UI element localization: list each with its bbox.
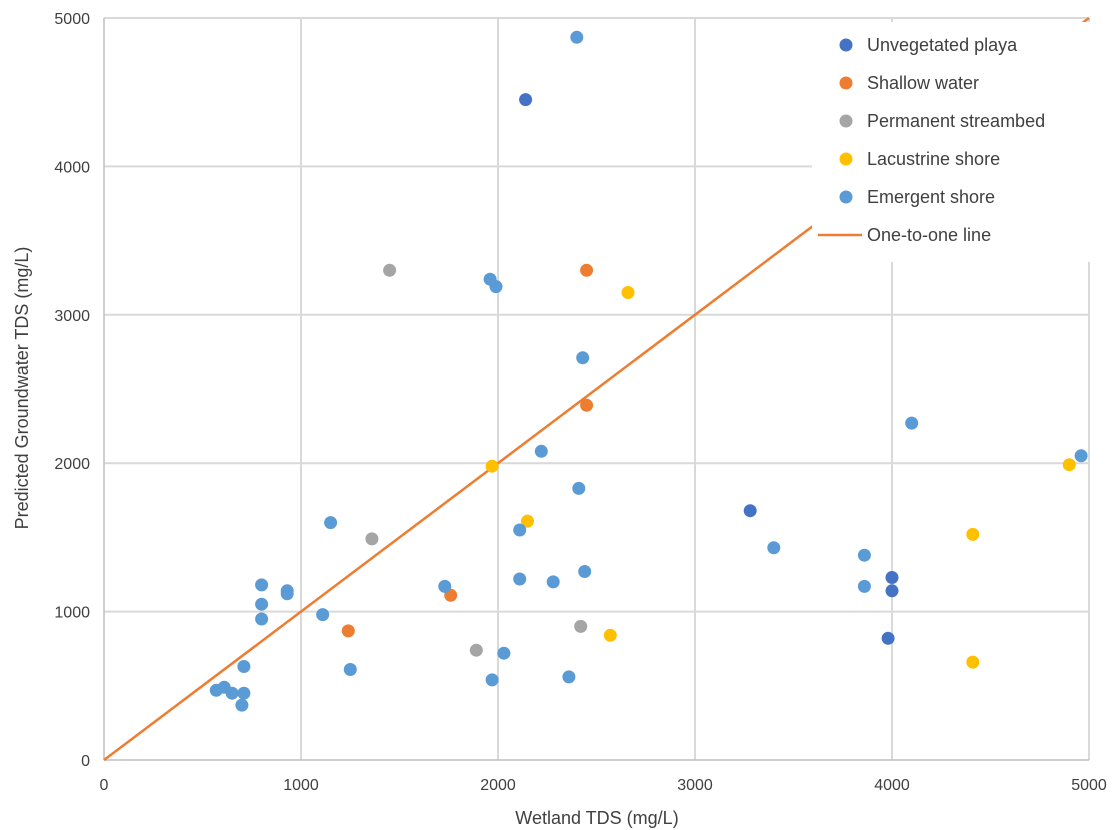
point-shallow-water <box>341 624 355 638</box>
point-lacustrine-shore <box>521 514 534 528</box>
point-lacustrine-shore <box>1062 458 1076 472</box>
legend-label: Emergent shore <box>867 187 995 207</box>
point-emergent-shore <box>255 597 269 611</box>
legend-marker <box>839 76 853 90</box>
point-emergent-shore <box>324 516 338 530</box>
y-axis-title: Predicted Groundwater TDS (mg/L) <box>12 247 32 530</box>
legend-label: Shallow water <box>867 73 979 93</box>
point-permanent-streambed <box>383 263 397 277</box>
tick-labels: 0 1000 2000 3000 4000 5000 0 1000 2000 3000 4000 50… <box>54 11 1106 794</box>
legend-background <box>812 22 1092 262</box>
point-shallow-water <box>580 263 594 277</box>
point-emergent-shore <box>534 444 548 458</box>
legend-label: One-to-one line <box>867 225 991 245</box>
point-emergent-shore <box>513 572 527 586</box>
point-permanent-streambed <box>574 619 588 633</box>
point-unvegetated-playa <box>885 571 899 584</box>
legend-item-lacustrine-shore: Lacustrine shore <box>839 149 1000 169</box>
point-lacustrine-shore <box>603 628 617 642</box>
point-emergent-shore <box>225 686 239 700</box>
x-axis-title: Wetland TDS (mg/L) <box>515 808 678 828</box>
point-emergent-shore <box>438 579 452 593</box>
point-emergent-shore <box>237 686 251 700</box>
point-unvegetated-playa <box>885 584 899 598</box>
x-tick-label: 5000 <box>1071 777 1107 794</box>
series-shallow-water <box>341 263 594 638</box>
point-emergent-shore <box>343 663 357 676</box>
series-unvegetated-playa <box>519 93 899 645</box>
point-emergent-shore <box>513 523 527 537</box>
legend-item-shallow-water: Shallow water <box>839 73 979 93</box>
point-emergent-shore <box>857 579 871 593</box>
point-emergent-shore <box>546 575 560 589</box>
point-emergent-shore <box>857 548 871 562</box>
point-emergent-shore <box>255 578 269 592</box>
point-emergent-shore <box>570 30 584 44</box>
legend-item-permanent-streambed: Permanent streambed <box>839 111 1045 131</box>
point-emergent-shore <box>255 612 269 626</box>
point-lacustrine-shore <box>966 655 980 669</box>
y-tick-label: 0 <box>81 753 90 770</box>
point-emergent-shore <box>576 351 590 365</box>
x-tick-label: 1000 <box>283 777 319 794</box>
point-emergent-shore <box>280 587 294 601</box>
point-unvegetated-playa <box>881 631 895 645</box>
series-emergent-shore <box>209 30 1088 712</box>
legend-label: Unvegetated playa <box>867 35 1018 55</box>
point-emergent-shore <box>767 541 781 555</box>
point-permanent-streambed <box>365 532 379 546</box>
legend-item-one-to-one-line: One-to-one line <box>818 225 991 245</box>
point-emergent-shore <box>485 673 499 687</box>
point-emergent-shore <box>572 481 586 495</box>
y-tick-label: 4000 <box>54 159 90 176</box>
legend-marker <box>839 38 853 52</box>
point-emergent-shore <box>489 280 503 294</box>
x-tick-label: 0 <box>100 777 109 794</box>
legend-item-unvegetated-playa: Unvegetated playa <box>839 35 1018 55</box>
point-lacustrine-shore <box>621 286 635 299</box>
point-emergent-shore <box>905 416 919 430</box>
legend: Unvegetated playa Shallow water Permanent … <box>812 22 1092 262</box>
legend-label: Permanent streambed <box>867 111 1045 131</box>
point-emergent-shore <box>562 670 576 684</box>
y-tick-label: 3000 <box>54 308 90 325</box>
axes <box>103 18 1089 761</box>
x-tick-label: 3000 <box>677 777 713 794</box>
x-tick-label: 2000 <box>480 777 516 794</box>
series-permanent-streambed <box>365 263 588 657</box>
y-tick-label: 1000 <box>54 605 90 622</box>
point-emergent-shore <box>497 646 511 660</box>
point-emergent-shore <box>235 698 249 712</box>
point-emergent-shore <box>237 660 251 673</box>
legend-marker <box>839 190 853 204</box>
point-shallow-water <box>580 398 594 412</box>
y-tick-label: 2000 <box>54 456 90 473</box>
point-unvegetated-playa <box>519 93 533 107</box>
series-lacustrine-shore <box>485 286 1076 669</box>
legend-label: Lacustrine shore <box>867 149 1000 169</box>
x-tick-label: 4000 <box>874 777 910 794</box>
legend-item-emergent-shore: Emergent shore <box>839 187 995 207</box>
point-unvegetated-playa <box>743 504 757 518</box>
legend-marker <box>839 152 853 166</box>
point-emergent-shore <box>1074 449 1088 463</box>
legend-marker <box>839 114 853 128</box>
point-emergent-shore <box>316 608 330 622</box>
point-emergent-shore <box>578 565 592 578</box>
point-lacustrine-shore <box>966 527 980 541</box>
point-lacustrine-shore <box>485 459 499 473</box>
y-tick-label: 5000 <box>54 11 90 28</box>
point-permanent-streambed <box>469 643 483 657</box>
